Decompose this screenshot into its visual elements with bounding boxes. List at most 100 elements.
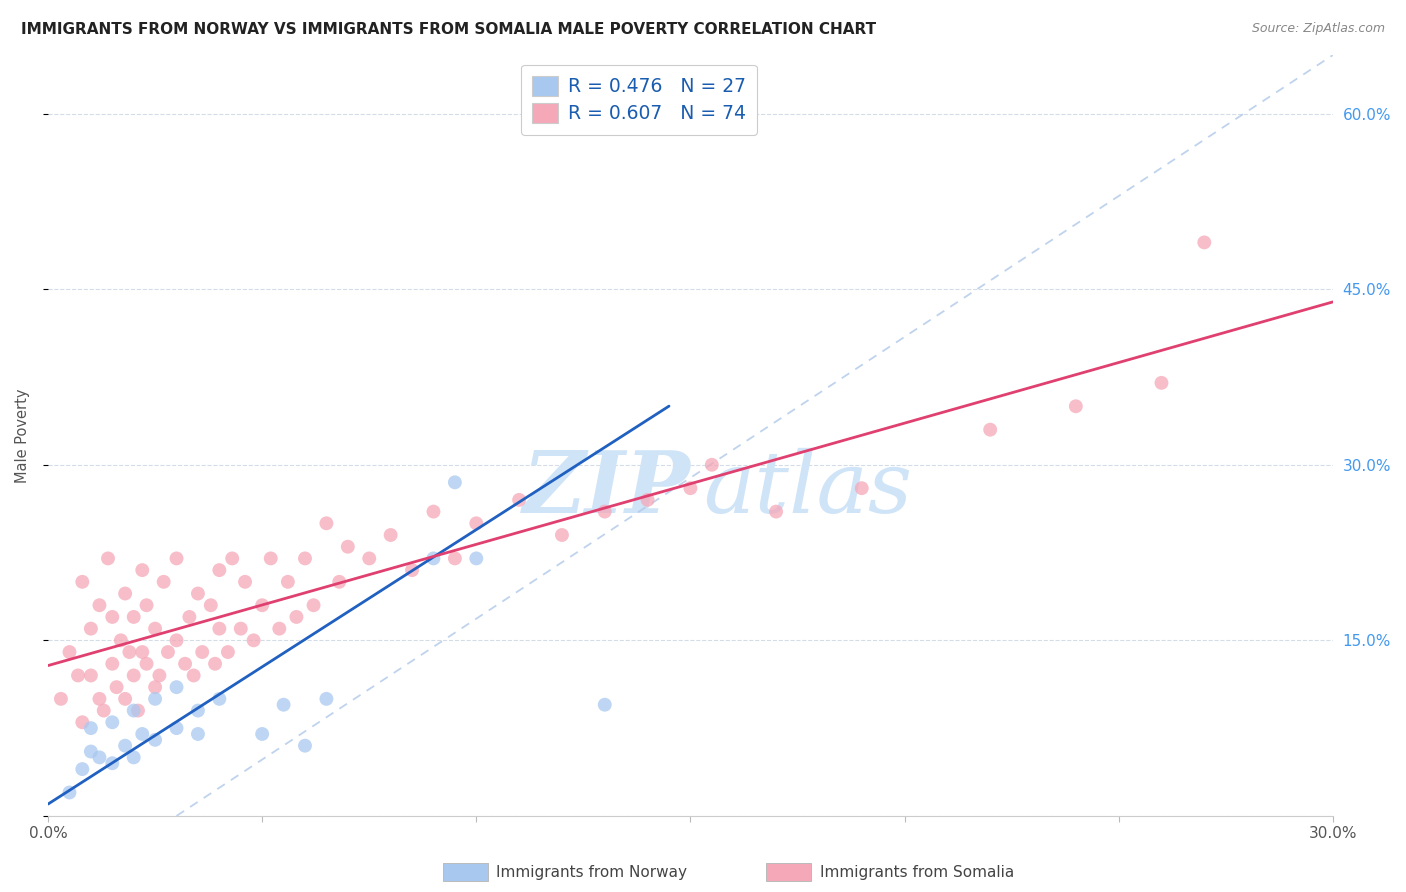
Point [250,727,273,741]
Point [72,574,94,589]
Point [143,691,166,706]
Text: Immigrants from Norway: Immigrants from Norway [496,865,688,880]
Point [101,715,124,730]
Point [166,551,188,566]
Point [72,762,94,776]
Point [66,668,89,682]
Point [110,633,132,648]
Point [208,563,231,577]
Text: Immigrants from Somalia: Immigrants from Somalia [820,865,1014,880]
Point [302,599,325,613]
Point [765,505,787,519]
Point [359,551,381,566]
Point [122,668,145,682]
Point [187,586,209,600]
Point [89,599,111,613]
Point [143,732,166,747]
Point [208,622,231,636]
Point [336,540,359,554]
Point [229,622,252,636]
Point [143,622,166,636]
Text: ZIP: ZIP [523,447,690,531]
Point [285,610,308,624]
Point [444,551,467,566]
Point [89,691,111,706]
Point [135,657,157,671]
Point [851,481,873,495]
Point [122,750,145,764]
Point [127,704,149,718]
Point [58,785,80,799]
Point [89,750,111,764]
Point [315,691,337,706]
Point [179,610,201,624]
Point [152,574,174,589]
Point [187,727,209,741]
Text: Source: ZipAtlas.com: Source: ZipAtlas.com [1251,22,1385,36]
Point [80,745,103,759]
Point [156,645,179,659]
Point [80,622,103,636]
Point [101,610,124,624]
Point [658,89,681,103]
Point [233,574,256,589]
Point [465,516,488,531]
Point [551,528,574,542]
Point [135,599,157,613]
Point [114,586,136,600]
Point [166,721,188,735]
Point [183,668,205,682]
Point [465,551,488,566]
Point [72,715,94,730]
Point [315,516,337,531]
Point [1150,376,1173,390]
Point [101,657,124,671]
Point [294,739,316,753]
Point [294,551,316,566]
Point [269,622,291,636]
Point [148,668,170,682]
Point [49,691,72,706]
Point [593,505,616,519]
Point [637,492,659,507]
Point [114,691,136,706]
Point [93,704,115,718]
Point [679,481,702,495]
Point [1194,235,1216,250]
Point [204,657,226,671]
Point [191,645,214,659]
Point [174,657,197,671]
Point [217,645,239,659]
Point [122,610,145,624]
Text: IMMIGRANTS FROM NORWAY VS IMMIGRANTS FROM SOMALIA MALE POVERTY CORRELATION CHART: IMMIGRANTS FROM NORWAY VS IMMIGRANTS FRO… [21,22,876,37]
Legend: R = 0.476   N = 27, R = 0.607   N = 74: R = 0.476 N = 27, R = 0.607 N = 74 [522,64,756,135]
Point [328,574,350,589]
Point [131,727,153,741]
Point [260,551,283,566]
Point [221,551,243,566]
Point [166,633,188,648]
Point [118,645,141,659]
Point [273,698,295,712]
Point [131,563,153,577]
Point [143,680,166,694]
Point [444,475,467,490]
Y-axis label: Male Poverty: Male Poverty [15,388,30,483]
Point [979,423,1001,437]
Point [114,739,136,753]
Point [101,756,124,771]
Point [1064,399,1087,413]
Point [80,721,103,735]
Point [80,668,103,682]
Point [187,704,209,718]
Point [200,599,222,613]
Point [131,645,153,659]
Text: atlas: atlas [703,448,912,530]
Point [242,633,264,648]
Point [166,680,188,694]
Point [422,505,444,519]
Point [277,574,299,589]
Point [593,698,616,712]
Point [122,704,145,718]
Point [422,551,444,566]
